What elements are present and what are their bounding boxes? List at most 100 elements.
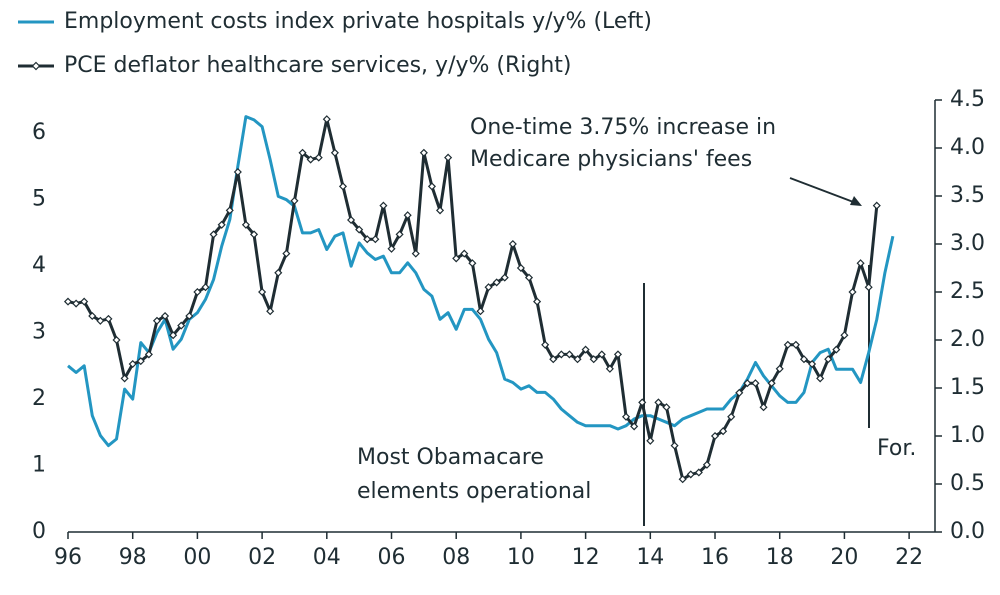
point-marker	[144, 350, 153, 359]
point-marker	[266, 307, 275, 316]
point-marker	[314, 153, 323, 162]
series-line	[67, 115, 895, 448]
point-marker	[63, 297, 73, 306]
point-marker	[72, 299, 81, 308]
point-marker	[848, 287, 857, 297]
point-marker	[371, 235, 380, 244]
point-marker	[670, 441, 679, 450]
point-marker	[864, 283, 873, 292]
point-marker	[638, 398, 647, 407]
point-marker	[678, 475, 687, 484]
y2-tick-label: 2.5	[950, 279, 985, 304]
point-marker	[710, 431, 720, 441]
y2-tick-label: 4.5	[950, 87, 985, 112]
x-tick-label: 00	[183, 545, 211, 570]
y-tick-label: 1	[32, 453, 46, 478]
point-marker	[330, 148, 339, 157]
point-marker	[735, 388, 744, 397]
point-marker	[533, 297, 542, 306]
point-marker	[96, 316, 105, 325]
point-marker	[484, 283, 493, 292]
point-marker	[492, 278, 501, 287]
y-tick-label: 3	[32, 320, 46, 345]
point-marker	[468, 259, 477, 268]
point-marker	[282, 249, 291, 258]
arrow-head	[850, 196, 862, 206]
point-marker	[274, 268, 283, 277]
point-marker	[622, 412, 631, 421]
point-marker	[444, 153, 453, 162]
point-marker	[379, 201, 388, 210]
y-tick-label: 4	[32, 253, 46, 278]
point-marker	[241, 220, 250, 229]
point-marker	[767, 379, 776, 388]
point-marker	[355, 225, 364, 234]
point-marker	[249, 230, 259, 239]
point-marker	[783, 340, 792, 349]
point-marker	[508, 239, 517, 249]
point-marker	[500, 273, 509, 282]
point-marker	[460, 249, 469, 258]
point-marker	[209, 230, 218, 239]
x-tick-label: 02	[248, 545, 276, 570]
point-marker	[597, 350, 606, 359]
legend-label: Employment costs index private hospitals…	[64, 9, 652, 34]
y-tick-label: 0	[32, 519, 46, 544]
point-marker	[727, 412, 736, 421]
point-marker	[435, 206, 445, 215]
point-marker	[169, 331, 178, 340]
point-marker	[856, 259, 865, 268]
point-marker	[702, 460, 711, 469]
point-marker	[347, 215, 356, 225]
point-marker	[185, 311, 194, 321]
x-tick-label: 16	[701, 545, 729, 570]
legend-marker	[31, 61, 41, 71]
point-marker	[605, 364, 614, 373]
point-marker	[306, 155, 315, 164]
y-tick-label: 2	[32, 386, 46, 411]
point-marker	[338, 182, 348, 191]
point-marker	[452, 254, 461, 263]
point-marker	[630, 422, 639, 431]
point-marker	[549, 355, 558, 364]
y2-tick-label: 2.0	[950, 327, 985, 352]
x-tick-label: 18	[766, 545, 794, 570]
point-marker	[662, 403, 671, 412]
point-marker	[161, 311, 170, 321]
y2-tick-label: 4.0	[950, 135, 985, 160]
x-tick-label: 06	[378, 545, 406, 570]
point-marker	[824, 355, 833, 364]
point-marker	[136, 357, 145, 366]
point-marker	[613, 350, 623, 359]
x-tick-label: 12	[572, 545, 600, 570]
annotation: For.	[877, 436, 916, 461]
point-marker	[557, 350, 566, 359]
y-tick-label: 5	[32, 187, 46, 212]
y2-tick-label: 0.0	[950, 519, 985, 544]
point-marker	[573, 355, 582, 364]
x-tick-label: 20	[830, 545, 858, 570]
point-marker	[233, 167, 242, 177]
y2-tick-label: 1.0	[950, 423, 985, 448]
x-tick-label: 96	[54, 545, 82, 570]
annotation: Most Obamacare	[357, 445, 544, 470]
point-marker	[322, 115, 331, 124]
point-marker	[419, 148, 428, 157]
y2-tick-label: 0.5	[950, 471, 985, 496]
point-marker	[751, 379, 760, 388]
annotation: Medicare physicians' fees	[470, 147, 752, 172]
x-tick-label: 98	[119, 545, 147, 570]
point-marker	[524, 273, 534, 282]
y2-tick-label: 1.5	[950, 375, 985, 400]
point-marker	[88, 311, 97, 321]
x-tick-label: 14	[636, 545, 664, 570]
point-marker	[565, 350, 574, 359]
point-marker	[589, 355, 598, 364]
point-marker	[719, 427, 728, 436]
annotation-arrow	[789, 177, 857, 204]
point-marker	[363, 235, 372, 244]
point-marker	[759, 403, 768, 412]
point-marker	[152, 316, 162, 325]
point-marker	[225, 206, 234, 215]
